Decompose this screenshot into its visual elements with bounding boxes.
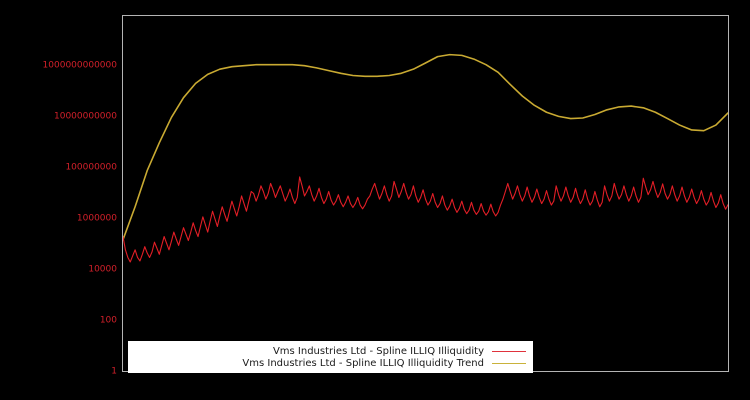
legend-label-illiquidity: Vms Industries Ltd - Spline ILLIQ Illiqu… xyxy=(272,345,484,357)
chart-legend: Vms Industries Ltd - Spline ILLIQ Illiqu… xyxy=(128,341,533,373)
y-tick-label: 100000000 xyxy=(65,162,117,173)
y-tick-label: 10000000000 xyxy=(54,111,117,122)
legend-swatch-illiquidity xyxy=(492,350,526,352)
legend-entry-illiquidity-trend: Vms Industries Ltd - Spline ILLIQ Illiqu… xyxy=(135,357,526,369)
series-canvas xyxy=(123,53,728,263)
y-axis: 1000000000000 10000000000 100000000 1000000… xyxy=(0,15,117,376)
legend-swatch-illiquidity-trend xyxy=(492,362,526,364)
y-tick-label: 100 xyxy=(99,315,117,326)
series-line-illiquidity-trend xyxy=(123,53,728,241)
legend-entry-illiquidity: Vms Industries Ltd - Spline ILLIQ Illiqu… xyxy=(135,345,526,357)
y-tick-label: 1000000000000 xyxy=(42,60,117,71)
legend-label-illiquidity-trend: Vms Industries Ltd - Spline ILLIQ Illiqu… xyxy=(242,357,484,369)
series-line-illiquidity xyxy=(123,176,728,263)
plot-area xyxy=(122,15,729,372)
y-tick-label: 1 xyxy=(111,366,117,377)
y-tick-label: 1000000 xyxy=(76,213,117,224)
y-tick-label: 10000 xyxy=(88,264,117,275)
